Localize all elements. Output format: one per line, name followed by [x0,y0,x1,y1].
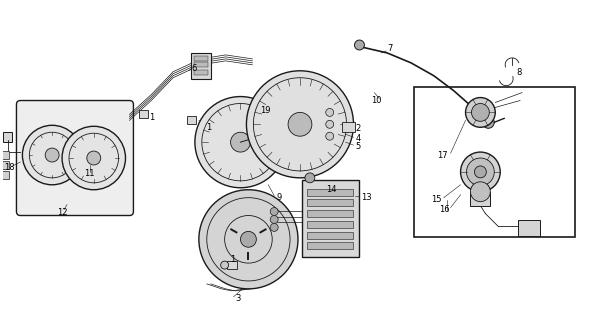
Text: 16: 16 [439,205,450,214]
Text: 1: 1 [149,113,154,122]
Bar [470,192,490,206]
Text: 12: 12 [57,208,68,217]
Circle shape [270,215,278,223]
Circle shape [482,116,494,128]
Circle shape [23,125,82,185]
Text: 13: 13 [361,193,372,202]
Circle shape [45,148,59,162]
Text: 5: 5 [355,142,361,151]
Circle shape [87,151,101,165]
Text: 8: 8 [516,68,522,77]
Circle shape [326,132,334,140]
Text: 6: 6 [191,64,196,73]
Bar [140,110,148,118]
FancyBboxPatch shape [17,100,134,215]
Circle shape [466,98,495,127]
Circle shape [475,166,486,178]
Bar [194,56,208,61]
Circle shape [230,132,251,152]
Bar [227,261,236,269]
Text: 4: 4 [355,134,361,143]
Bar [1,161,8,169]
Text: 11: 11 [84,169,94,178]
Bar [307,232,352,238]
Bar [414,87,574,237]
Text: 18: 18 [5,164,15,172]
Bar [1,171,8,179]
Text: 14: 14 [326,185,336,194]
Bar [307,199,352,206]
Circle shape [241,231,257,247]
Circle shape [195,97,286,188]
Text: 2: 2 [355,124,361,133]
Bar [191,53,211,79]
Bar [194,70,208,75]
Circle shape [460,152,500,192]
Text: 9: 9 [276,193,282,202]
Bar [194,62,208,67]
Circle shape [355,40,364,50]
Text: 3: 3 [236,294,241,303]
Text: 15: 15 [431,195,441,204]
Circle shape [199,190,298,289]
Circle shape [470,182,490,202]
Circle shape [247,71,353,178]
Text: 10: 10 [371,96,382,105]
Text: 1: 1 [206,123,211,132]
Bar [307,210,352,217]
Bar [307,221,352,228]
Bar [518,220,540,236]
Circle shape [472,103,489,121]
Bar [307,242,352,249]
Circle shape [270,223,278,231]
Circle shape [220,261,229,269]
Text: 1: 1 [230,255,236,264]
Bar [1,151,8,159]
Circle shape [466,158,494,186]
Bar [2,132,12,142]
Bar [307,189,352,196]
Text: 17: 17 [437,150,447,160]
Bar [342,122,355,132]
Circle shape [326,108,334,116]
Circle shape [305,173,315,183]
Circle shape [326,120,334,128]
Circle shape [270,208,278,215]
Circle shape [62,126,125,190]
Circle shape [288,112,312,136]
Text: 19: 19 [260,106,271,115]
Bar [302,180,359,257]
Bar [187,116,196,124]
Text: 7: 7 [387,44,393,53]
